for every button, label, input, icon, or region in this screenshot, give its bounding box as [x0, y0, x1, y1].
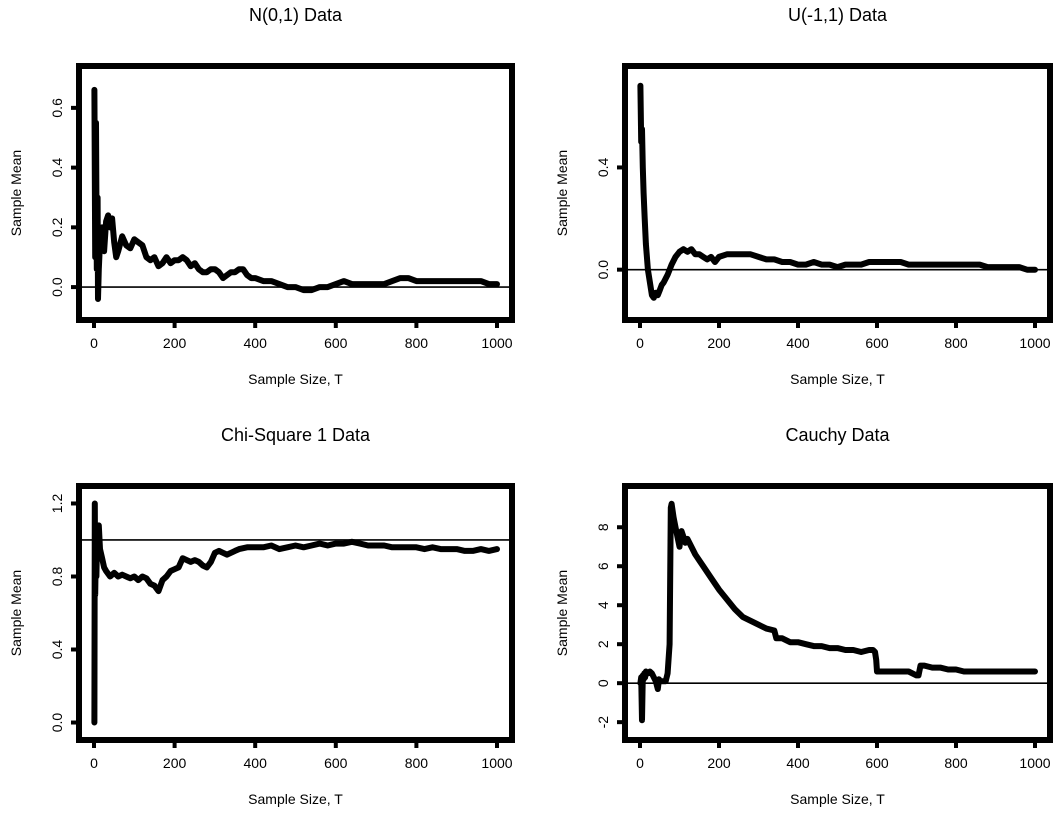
x-tick-label: 1000 [1019, 755, 1050, 771]
x-tick-label: 600 [865, 755, 889, 771]
y-axis-label: Sample Mean [8, 570, 24, 656]
x-tick-label: 400 [244, 335, 268, 351]
chart-title: Cauchy Data [785, 425, 890, 445]
y-tick-label: 0.2 [49, 217, 65, 237]
y-tick-label: 0.6 [49, 98, 65, 118]
x-tick-label: 0 [636, 335, 644, 351]
y-axis-label: Sample Mean [8, 150, 24, 236]
y-tick-label: 0.4 [595, 158, 611, 178]
y-tick-label: 0.8 [49, 567, 65, 587]
x-tick-label: 1000 [481, 755, 512, 771]
chart-title: U(-1,1) Data [788, 5, 888, 25]
panel-chi-square-data: Chi-Square 1 Data Sample Size, T Sample Me… [8, 425, 515, 807]
x-tick-label: 800 [405, 755, 429, 771]
sample-mean-line [637, 500, 1038, 724]
y-tick-label: 4 [595, 601, 611, 609]
x-tick-label: 600 [324, 755, 348, 771]
x-tick-label: 200 [707, 755, 731, 771]
y-tick-label: 0.0 [49, 713, 65, 733]
panel-uniform-data: U(-1,1) Data Sample Size, T Sample Mean 0 20… [554, 5, 1053, 387]
x-axis-label: Sample Size, T [248, 371, 343, 387]
x-tick-label: 400 [786, 335, 810, 351]
x-tick-label: 1000 [1019, 335, 1050, 351]
x-tick-label: 800 [405, 335, 429, 351]
plot-frame [622, 63, 1053, 323]
plot-frame [76, 483, 515, 743]
x-tick-label: 600 [324, 335, 348, 351]
x-tick-label: 0 [90, 335, 98, 351]
x-tick-label: 400 [786, 755, 810, 771]
x-axis-label: Sample Size, T [790, 371, 885, 387]
x-tick-label: 800 [944, 755, 968, 771]
x-tick-label: 200 [163, 335, 187, 351]
x-axis-label: Sample Size, T [248, 791, 343, 807]
x-axis-label: Sample Size, T [790, 791, 885, 807]
y-tick-label: 6 [595, 562, 611, 570]
x-tick-label: 200 [163, 755, 187, 771]
y-tick-label: 0.4 [49, 640, 65, 660]
sample-mean-line [91, 86, 500, 302]
panel-cauchy-data: Cauchy Data Sample Size, T Sample Mean 0 200… [554, 425, 1053, 807]
y-tick-label: 0.0 [595, 260, 611, 280]
y-tick-label: -2 [595, 716, 611, 729]
x-tick-label: 0 [90, 755, 98, 771]
x-tick-label: 600 [865, 335, 889, 351]
sample-mean-line [637, 82, 1038, 301]
y-tick-label: 8 [595, 523, 611, 531]
sample-mean-line [91, 500, 500, 726]
plot-frame [76, 63, 515, 323]
panel-normal-data: N(0,1) Data Sample Size, T Sample Mean 0 200… [8, 5, 515, 387]
x-tick-label: 800 [944, 335, 968, 351]
plot-frame [622, 483, 1053, 743]
y-tick-label: 0.4 [49, 158, 65, 178]
y-axis-label: Sample Mean [554, 150, 570, 236]
y-tick-label: 0 [595, 679, 611, 687]
x-tick-label: 1000 [481, 335, 512, 351]
x-tick-label: 200 [707, 335, 731, 351]
y-tick-label: 0.0 [49, 277, 65, 297]
x-tick-label: 0 [636, 755, 644, 771]
y-tick-label: 1.2 [49, 494, 65, 514]
chart-title: N(0,1) Data [249, 5, 343, 25]
x-tick-label: 400 [244, 755, 268, 771]
chart-title: Chi-Square 1 Data [221, 425, 371, 445]
y-axis-label: Sample Mean [554, 570, 570, 656]
y-tick-label: 2 [595, 640, 611, 648]
